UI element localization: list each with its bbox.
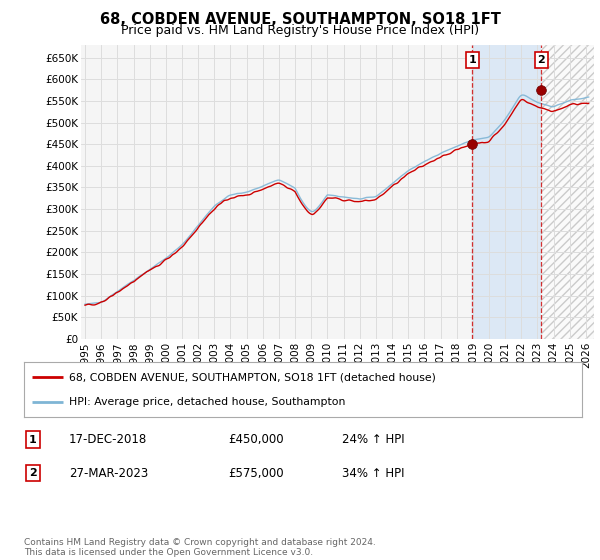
Text: 17-DEC-2018: 17-DEC-2018 xyxy=(69,433,147,446)
Text: 24% ↑ HPI: 24% ↑ HPI xyxy=(342,433,404,446)
Text: Price paid vs. HM Land Registry's House Price Index (HPI): Price paid vs. HM Land Registry's House … xyxy=(121,24,479,37)
Text: 68, COBDEN AVENUE, SOUTHAMPTON, SO18 1FT (detached house): 68, COBDEN AVENUE, SOUTHAMPTON, SO18 1FT… xyxy=(68,372,436,382)
Text: 27-MAR-2023: 27-MAR-2023 xyxy=(69,466,148,480)
Text: 34% ↑ HPI: 34% ↑ HPI xyxy=(342,466,404,480)
Text: 2: 2 xyxy=(538,55,545,65)
Text: Contains HM Land Registry data © Crown copyright and database right 2024.
This d: Contains HM Land Registry data © Crown c… xyxy=(24,538,376,557)
Bar xyxy=(472,45,541,339)
Text: 1: 1 xyxy=(29,435,37,445)
Bar xyxy=(541,45,594,339)
Text: £450,000: £450,000 xyxy=(228,433,284,446)
Text: £575,000: £575,000 xyxy=(228,466,284,480)
Text: 1: 1 xyxy=(468,55,476,65)
Text: 68, COBDEN AVENUE, SOUTHAMPTON, SO18 1FT: 68, COBDEN AVENUE, SOUTHAMPTON, SO18 1FT xyxy=(100,12,500,27)
Text: HPI: Average price, detached house, Southampton: HPI: Average price, detached house, Sout… xyxy=(68,398,345,407)
Bar xyxy=(541,45,594,339)
Text: 2: 2 xyxy=(29,468,37,478)
